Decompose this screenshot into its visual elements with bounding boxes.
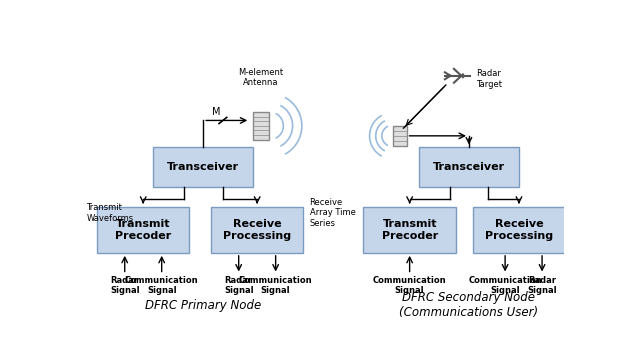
Text: Radar
Signal: Radar Signal: [224, 276, 254, 295]
Text: Transmit
Precoder: Transmit Precoder: [381, 219, 438, 241]
Text: M-element
Antenna: M-element Antenna: [239, 68, 284, 87]
Text: Radar
Signal: Radar Signal: [528, 276, 557, 295]
Bar: [153, 147, 253, 188]
Bar: [252, 112, 269, 140]
Text: Receive
Processing: Receive Processing: [223, 219, 291, 241]
Text: Receive
Processing: Receive Processing: [485, 219, 553, 241]
Bar: [392, 126, 406, 146]
Text: Transceiver: Transceiver: [167, 163, 239, 172]
Text: M: M: [212, 108, 221, 117]
Text: Transmit
Waveforms: Transmit Waveforms: [86, 203, 133, 223]
Bar: [97, 207, 190, 253]
Text: Radar
Signal: Radar Signal: [110, 276, 139, 295]
Text: Radar
Target: Radar Target: [476, 69, 502, 89]
Text: Communication
Signal: Communication Signal: [125, 276, 198, 295]
Bar: [211, 207, 303, 253]
Text: Communication
Signal: Communication Signal: [468, 276, 542, 295]
Text: Transmit
Precoder: Transmit Precoder: [115, 219, 171, 241]
Text: Transceiver: Transceiver: [433, 163, 505, 172]
Text: DFRC Primary Node: DFRC Primary Node: [145, 299, 261, 312]
Bar: [419, 147, 519, 188]
Bar: [473, 207, 565, 253]
Text: Communication
Signal: Communication Signal: [373, 276, 447, 295]
Text: DFRC Secondary Node
(Communications User): DFRC Secondary Node (Communications User…: [399, 291, 538, 319]
Text: Receive
Array Time
Series: Receive Array Time Series: [310, 198, 355, 228]
Text: Communication
Signal: Communication Signal: [239, 276, 313, 295]
Bar: [364, 207, 456, 253]
